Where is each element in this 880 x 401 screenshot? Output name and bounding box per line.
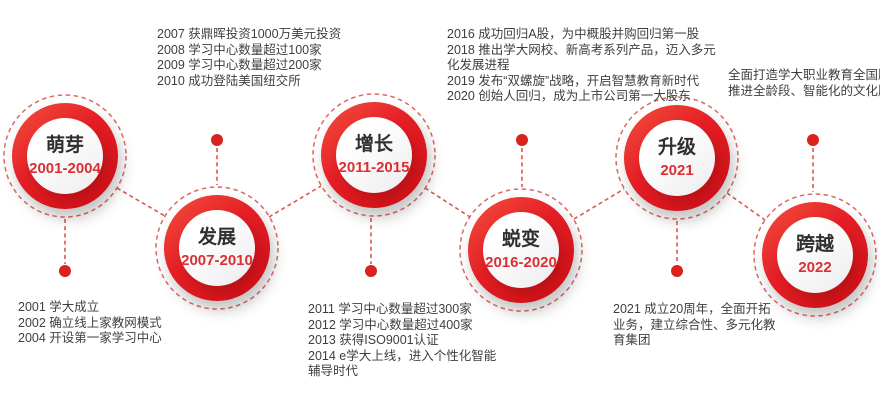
milestone-years: 2021 bbox=[660, 162, 694, 179]
milestone-years: 2011-2015 bbox=[338, 159, 410, 176]
detail-line: 业务，建立综合性、多元化教 bbox=[613, 317, 776, 332]
milestone-years: 2022 bbox=[798, 259, 832, 276]
detail-block-transformation-events: 2016 成功回归A股，为中概股并购回归第一股 2018 推出学大网校、新高考系… bbox=[447, 27, 716, 105]
milestone-circle-face: 增长 2011-2015 bbox=[336, 117, 412, 193]
milestone-years: 2016-2020 bbox=[485, 254, 557, 271]
milestone-circle-face: 升级 2021 bbox=[639, 120, 715, 196]
detail-line: 2004 开设第一家学习中心 bbox=[18, 331, 162, 345]
detail-block-sprout-events: 2001 学大成立 2002 确立线上家教网模式 2004 开设第一家学习中心 bbox=[18, 300, 162, 347]
milestone-title: 蜕变 bbox=[501, 229, 540, 250]
dashed-halo-rings bbox=[3, 93, 877, 317]
detail-line: 2009 学习中心数量超过200家 bbox=[157, 58, 322, 72]
detail-block-growth-events: 2011 学习中心数量超过300家 2012 学习中心数量超过400家 2013… bbox=[308, 302, 496, 380]
milestone-circle-face: 发展 2007-2010 bbox=[179, 210, 255, 286]
detail-line: 2018 推出学大网校、新高考系列产品，迈入多元 bbox=[447, 42, 716, 57]
milestone-years: 2007-2010 bbox=[181, 252, 253, 269]
milestone-node-upgrade: 升级 2021 bbox=[624, 105, 730, 211]
detail-line: 2002 确立线上家教网模式 bbox=[18, 315, 162, 330]
milestone-node-transformation: 蜕变 2016-2020 bbox=[468, 197, 574, 303]
detail-line: 2021 成立20周年，全面开拓 bbox=[613, 302, 771, 316]
milestone-years: 2001-2004 bbox=[29, 160, 101, 177]
detail-line: 2012 学习中心数量超过400家 bbox=[308, 317, 473, 332]
detail-line: 2016 成功回归A股，为中概股并购回归第一股 bbox=[447, 27, 700, 41]
detail-block-leap-events: 全面打造学大职业教育全国版块 推进全龄段、智能化的文化服务 bbox=[728, 68, 880, 99]
detail-line: 育集团 bbox=[613, 333, 651, 347]
milestone-title: 发展 bbox=[197, 227, 236, 248]
milestone-node-development: 发展 2007-2010 bbox=[164, 195, 270, 301]
milestone-title: 跨越 bbox=[795, 234, 834, 255]
detail-line: 全面打造学大职业教育全国版块 bbox=[728, 68, 880, 82]
milestone-title: 增长 bbox=[354, 134, 393, 155]
detail-line: 2020 创始人回归，成为上市公司第一大股东 bbox=[447, 89, 691, 103]
milestone-node-growth: 增长 2011-2015 bbox=[321, 102, 427, 208]
detail-line: 2007 获鼎晖投资1000万美元投资 bbox=[157, 27, 342, 41]
milestone-node-sprout: 萌芽 2001-2004 bbox=[12, 103, 118, 209]
detail-line: 2019 发布“双螺旋”战略，开启智慧教育新时代 bbox=[447, 73, 700, 88]
detail-line: 推进全龄段、智能化的文化服务 bbox=[728, 83, 880, 98]
detail-line: 2011 学习中心数量超过300家 bbox=[308, 302, 472, 316]
detail-block-upgrade-events: 2021 成立20周年，全面开拓 业务，建立综合性、多元化教 育集团 bbox=[613, 302, 776, 349]
milestone-title: 萌芽 bbox=[45, 135, 84, 156]
detail-line: 2008 学习中心数量超过100家 bbox=[157, 42, 322, 57]
detail-line: 2014 e学大上线，进入个性化智能 bbox=[308, 348, 497, 363]
detail-block-development-events: 2007 获鼎晖投资1000万美元投资 2008 学习中心数量超过100家 20… bbox=[157, 27, 341, 89]
timeline-dots bbox=[59, 134, 819, 277]
detail-line: 辅导时代 bbox=[308, 364, 359, 378]
dashed-connector-lines bbox=[64, 148, 814, 264]
milestone-node-leap: 跨越 2022 bbox=[762, 202, 868, 308]
detail-line: 2001 学大成立 bbox=[18, 300, 100, 314]
milestone-title: 升级 bbox=[657, 137, 696, 158]
milestone-circle-face: 萌芽 2001-2004 bbox=[27, 118, 103, 194]
milestone-circle-face: 蜕变 2016-2020 bbox=[483, 212, 559, 288]
detail-line: 2013 获得ISO9001认证 bbox=[308, 333, 439, 347]
milestone-circle-face: 跨越 2022 bbox=[777, 217, 853, 293]
detail-line: 化发展进程 bbox=[447, 58, 510, 72]
detail-line: 2010 成功登陆美国纽交所 bbox=[157, 73, 301, 88]
